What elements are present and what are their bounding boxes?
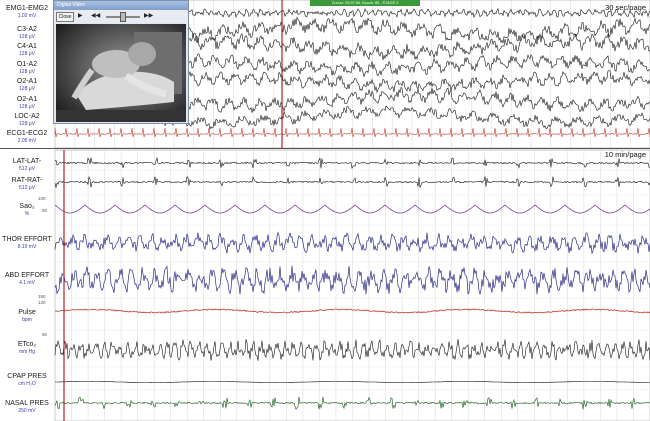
top-timescale: 30 sec/page xyxy=(605,3,646,12)
video-seek-knob[interactable] xyxy=(120,12,126,22)
channel-label-nasal-pres: NASAL PRES 250 mV xyxy=(0,400,54,414)
close-button[interactable]: Close xyxy=(56,12,74,22)
channel-name: C4-A1 xyxy=(17,43,37,50)
channel-unit: bpm xyxy=(22,317,32,323)
channel-unit: 512 μV xyxy=(19,185,35,191)
channel-name: O1-A2 xyxy=(16,61,38,68)
channel-unit: 1.02 mV xyxy=(17,13,37,19)
nasal-pres-trace xyxy=(54,396,650,410)
channel-unit: 8.19 mV xyxy=(17,244,37,250)
channel-label-etco2: ETco₂ mm Hg xyxy=(0,341,54,355)
video-title: Digital Video xyxy=(54,1,188,10)
channel-name: NASAL PRES xyxy=(5,400,49,407)
channel-label-sao2: Sao₂ % xyxy=(0,203,54,217)
channel-unit: 128 μV xyxy=(19,104,35,110)
channel-unit: 128 μV xyxy=(19,86,35,92)
channel-name: ABD EFFORT xyxy=(4,272,50,279)
channel-name: LAT-LAT- xyxy=(12,158,42,165)
channel-label-o2-a1-2: O2-A1 128 μV xyxy=(0,96,54,110)
thor-effort-trace xyxy=(54,231,650,255)
channel-name: Pulse xyxy=(18,309,36,316)
video-frame xyxy=(56,24,186,122)
channel-name: LOC-A2 xyxy=(14,113,40,120)
infant-video-image xyxy=(56,24,186,122)
abd-effort-trace xyxy=(54,265,650,296)
sao2-trace xyxy=(54,204,650,214)
channel-label-rat: RAT-RAT- 512 μV xyxy=(0,177,54,191)
ecg-trace xyxy=(54,127,650,138)
fast-forward-icon[interactable]: ▶▶ xyxy=(144,13,154,19)
channel-label-c4-a1: C4-A1 128 μV xyxy=(0,43,54,57)
channel-unit: 4.1 mV xyxy=(19,280,35,286)
channel-label-loc-a2: LOC-A2 128 μV xyxy=(0,113,54,127)
cpap-pres-trace xyxy=(55,381,650,383)
channel-unit: % xyxy=(24,211,30,217)
channel-unit: mm Hg xyxy=(18,349,36,355)
channel-unit: 128 μV xyxy=(19,121,35,127)
channel-label-ecg1-ecg2: ECG1-ECG2 2.05 mV xyxy=(0,130,54,144)
channel-unit: 128 μV xyxy=(19,34,35,40)
channel-name: RAT-RAT- xyxy=(11,177,43,184)
channel-label-emg1-emg2: EMG1-EMG2 1.02 mV xyxy=(0,5,54,19)
channel-label-cpap-pres: CPAP PRES cm H₂O xyxy=(0,373,54,387)
channel-name: EMG1-EMG2 xyxy=(5,5,48,12)
play-icon[interactable]: ▶ xyxy=(78,13,83,19)
digital-video-window[interactable]: Digital Video Close ▶ ◀◀ ▶▶ xyxy=(53,0,189,124)
channel-label-o2-a1: O2-A1 128 μV xyxy=(0,78,54,92)
video-controls: Close ▶ ◀◀ ▶▶ xyxy=(54,10,188,23)
channel-name: THOR EFFORT xyxy=(2,236,52,243)
channel-unit: cm H₂O xyxy=(18,381,36,387)
channel-name: CPAP PRES xyxy=(7,373,47,380)
channel-unit: 128 μV xyxy=(19,51,35,57)
etco2-trace xyxy=(54,338,650,361)
rewind-icon[interactable]: ◀◀ xyxy=(91,13,101,19)
channel-name: ECG1-ECG2 xyxy=(6,130,48,137)
bottom-timescale: 10 min/page xyxy=(604,150,646,159)
rat-trace xyxy=(54,175,650,188)
channel-label-thor-effort: THOR EFFORT 8.19 mV xyxy=(0,236,54,250)
channel-unit: 128 μV xyxy=(19,69,35,75)
channel-label-abd-effort: ABD EFFORT 4.1 mV xyxy=(0,272,54,286)
scale-mark: 150 xyxy=(38,294,46,299)
scale-mark: 120 xyxy=(38,300,46,305)
channel-name: ETco₂ xyxy=(17,341,37,348)
channel-name: O2-A1 xyxy=(16,78,38,85)
channel-unit: 512 μV xyxy=(19,166,35,172)
channel-label-o1-a2: O1-A2 128 μV xyxy=(0,61,54,75)
pulse-trace xyxy=(54,308,650,314)
channel-label-lat: LAT-LAT- 512 μV xyxy=(0,158,54,172)
channel-name: Sao₂ xyxy=(19,203,35,210)
channel-label-pulse: Pulse bpm xyxy=(0,309,54,323)
scale-mark: 50 xyxy=(42,208,48,213)
channel-label-c3-a2: C3-A2 128 μV xyxy=(0,26,54,40)
cursor-info-bar: Cursor: 03:37:56, Epoch: 89 - STAGE 2 xyxy=(310,0,420,6)
channel-name: O2-A1 xyxy=(16,96,38,103)
channel-name: C3-A2 xyxy=(17,26,37,33)
channel-unit: 2.05 mV xyxy=(17,138,37,144)
scale-mark: 100 xyxy=(38,196,46,201)
scale-mark: 60 xyxy=(42,332,48,337)
channel-unit: 250 mV xyxy=(18,408,36,414)
lat-trace xyxy=(54,156,650,169)
